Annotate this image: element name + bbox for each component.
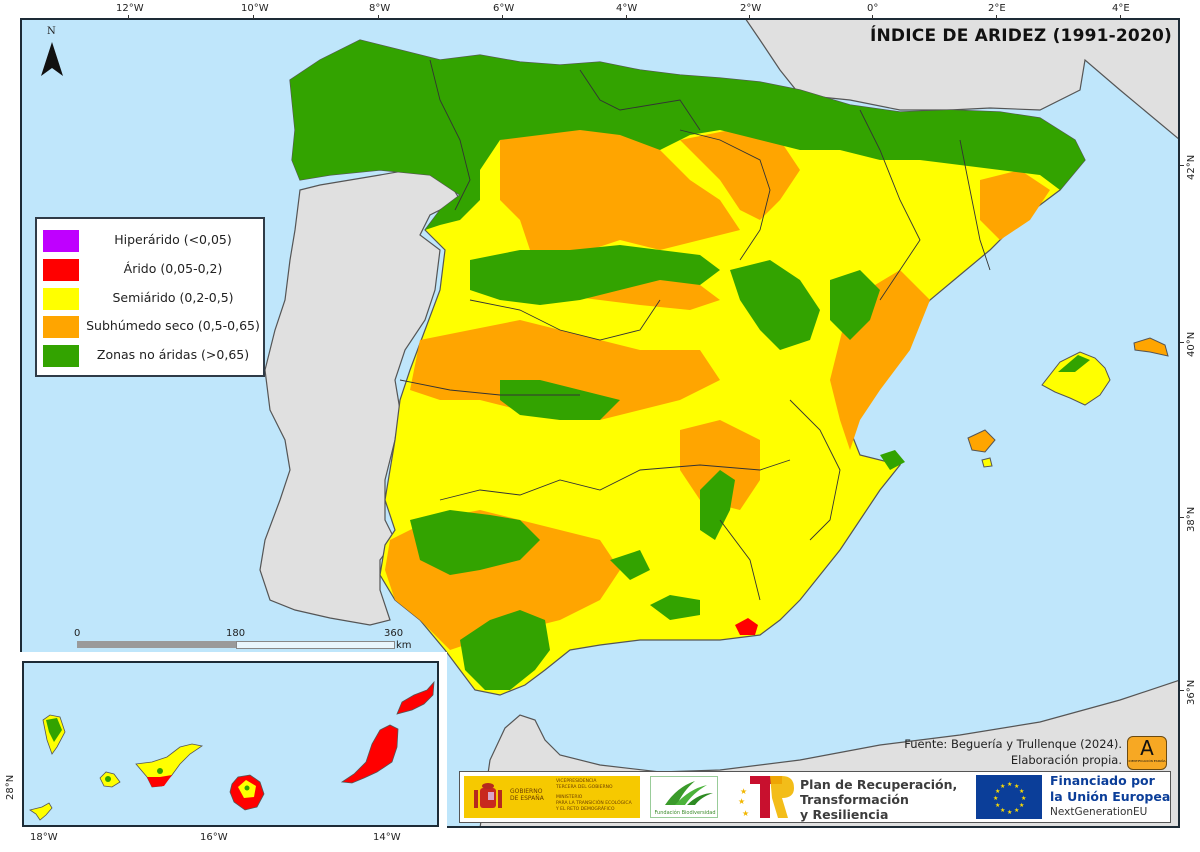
badge-subtext: IDENTIFICACIÓN ESPAÑA: [1128, 759, 1166, 763]
svg-text:★: ★: [995, 802, 1000, 809]
scale-tick-180: 180: [226, 628, 246, 639]
grass-icon: [665, 781, 713, 805]
legend-label: Zonas no áridas (>0,65): [96, 347, 250, 362]
top-axis-label: 2°E: [988, 3, 1006, 14]
plan-line3: y Resiliencia: [800, 807, 889, 822]
ministerio-line2: TERCERA DEL GOBIERNO: [556, 785, 613, 790]
svg-text:★: ★: [740, 787, 747, 796]
svg-text:★: ★: [1007, 781, 1012, 788]
legend-swatch-non-arid: [43, 345, 79, 367]
map-title: ÍNDICE DE ARIDEZ (1991-2020): [869, 26, 1172, 46]
top-axis-label: 2°W: [740, 3, 762, 14]
svg-text:★: ★: [1019, 788, 1024, 795]
right-axis-label: 36°N: [1186, 679, 1197, 705]
top-axis-label: 12°W: [116, 3, 144, 14]
legend-swatch-hyperarid: [43, 230, 79, 252]
eu-stars-icon: ★ ★★ ★★★ ★★★ ★★★: [993, 781, 1026, 816]
top-axis-label: 0°: [867, 3, 879, 14]
svg-text:★: ★: [993, 795, 998, 802]
ministerio-line4: PARA LA TRANSICIÓN ECOLÓGICA: [556, 801, 632, 806]
north-label: N: [47, 26, 56, 37]
svg-text:★: ★: [742, 809, 749, 818]
credits: Fuente: Beguería y Trullenque (2024). El…: [904, 736, 1122, 768]
eu-flag: ★ ★ ★ ★ ★ ★ ★ ★ ★ ★ ★ ★: [976, 775, 1042, 819]
gobierno-line1: GOBIERNO: [510, 788, 543, 795]
scale-segment-empty: [236, 641, 395, 649]
tr-logo-icon: ★ ★ ★: [738, 776, 794, 818]
scale-unit: km: [396, 640, 412, 651]
legend-swatch-dry-subhumid: [43, 316, 79, 338]
inset-axis-label: 16°W: [200, 832, 228, 843]
eu-line3: NextGenerationEU: [1050, 806, 1148, 818]
top-axis-label: 4°E: [1112, 3, 1130, 14]
coat-of-arms-icon: [474, 783, 502, 808]
svg-text:★: ★: [1014, 783, 1019, 790]
legend-item-hyperarid: Hiperárido (<0,05): [43, 230, 263, 252]
legend-item-non-arid: Zonas no áridas (>0,65): [43, 345, 263, 367]
eu-line1: Financiado por: [1050, 773, 1155, 788]
svg-text:★: ★: [995, 788, 1000, 795]
svg-text:★: ★: [1000, 807, 1005, 814]
legend-label: Subhúmedo seco (0,5-0,65): [86, 318, 260, 333]
elaboration-text: Elaboración propia.: [1010, 753, 1122, 767]
canary-islands-inset: [22, 661, 439, 827]
inset-axis-label: 28°N: [5, 774, 16, 800]
legend-label: Árido (0,05-0,2): [123, 261, 223, 276]
top-axis-label: 6°W: [493, 3, 515, 14]
badge-letter: A: [1140, 736, 1154, 760]
plan-line1: Plan de Recuperación,: [800, 777, 958, 792]
legend-label: Hiperárido (<0,05): [114, 232, 232, 247]
north-arrow-icon: [41, 42, 63, 76]
ministerio-line5: Y EL RETO DEMOGRÁFICO: [556, 807, 615, 812]
right-axis-label: 40°N: [1186, 331, 1197, 357]
ministerio-line1: VICEPRESIDENCIA: [556, 779, 597, 784]
svg-text:★: ★: [1021, 795, 1026, 802]
north-arrow: N: [38, 26, 68, 81]
svg-text:★: ★: [738, 797, 745, 806]
eu-line2: la Unión Europea: [1050, 789, 1171, 804]
svg-text:★: ★: [1014, 807, 1019, 814]
funding-logos-bar: GOBIERNO DE ESPAÑA VICEPRESIDENCIA TERCE…: [459, 771, 1171, 823]
right-axis-label: 38°N: [1186, 506, 1197, 532]
top-axis-label: 8°W: [369, 3, 391, 14]
scale-bar: 0 180 360 km: [74, 628, 416, 653]
gobierno-line2: DE ESPAÑA: [510, 795, 544, 802]
scale-segment-filled: [77, 641, 236, 648]
svg-text:★: ★: [1019, 802, 1024, 809]
inset-canvas: [24, 663, 437, 825]
svg-text:★: ★: [1000, 783, 1005, 790]
top-axis-label: 10°W: [241, 3, 269, 14]
legend-swatch-semiarid: [43, 288, 79, 310]
svg-text:★: ★: [1007, 809, 1012, 816]
legend-swatch-arid: [43, 259, 79, 281]
scale-tick-360: 360: [384, 628, 404, 639]
source-text: Fuente: Beguería y Trullenque (2024).: [904, 737, 1122, 751]
plan-recuperacion-logo: ★ ★ ★ Plan de Recuperación, Transformaci…: [732, 774, 962, 822]
right-axis-label: 42°N: [1186, 154, 1197, 180]
legend-item-semiarid: Semiárido (0,2-0,5): [43, 288, 263, 310]
inset-axis-label: 14°W: [373, 832, 401, 843]
ministerio-line3: MINISTERIO: [556, 795, 583, 800]
map-legend: Hiperárido (<0,05) Árido (0,05-0,2) Semi…: [35, 217, 265, 377]
legend-label: Semiárido (0,2-0,5): [112, 290, 234, 305]
fundacion-biodiversidad-logo: Fundación Biodiversidad: [650, 776, 718, 818]
plan-line2: Transformación: [800, 792, 909, 807]
gobierno-logo: GOBIERNO DE ESPAÑA VICEPRESIDENCIA TERCE…: [464, 776, 640, 818]
legend-item-dry-subhumid: Subhúmedo seco (0,5-0,65): [43, 316, 263, 338]
legend-item-arid: Árido (0,05-0,2): [43, 259, 263, 281]
top-axis-label: 4°W: [616, 3, 638, 14]
identification-badge: A IDENTIFICACIÓN ESPAÑA: [1127, 736, 1167, 770]
fundacion-label: Fundación Biodiversidad: [654, 810, 716, 816]
scale-tick-0: 0: [74, 628, 81, 639]
main-map: Hiperárido (<0,05) Árido (0,05-0,2) Semi…: [20, 18, 1180, 828]
inset-axis-label: 18°W: [30, 832, 58, 843]
